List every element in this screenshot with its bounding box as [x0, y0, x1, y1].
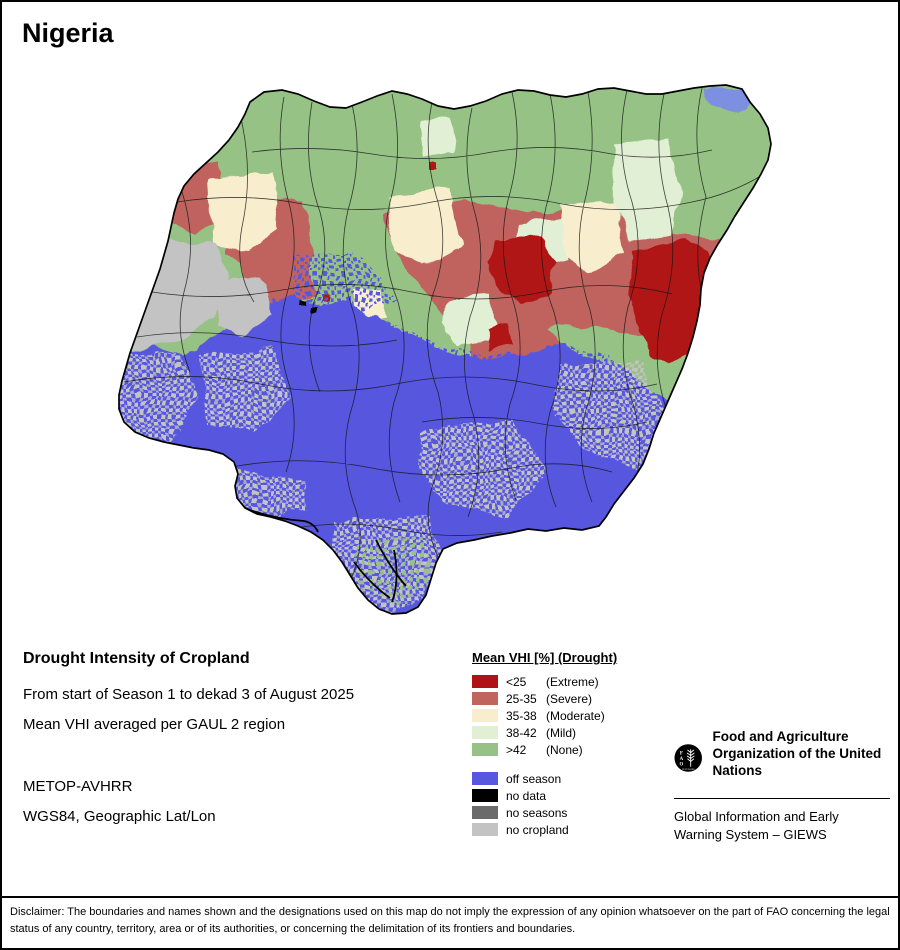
- coastline-creeks: [243, 507, 407, 603]
- admin-boundaries: [123, 87, 765, 578]
- organization-divider: [674, 798, 890, 799]
- svg-text:FIAT PANIS: FIAT PANIS: [682, 768, 695, 771]
- legend-swatch-moderate: [472, 709, 498, 722]
- legend-item-none: >42 (None): [472, 741, 662, 758]
- legend-item-no-seasons: no seasons: [472, 804, 662, 821]
- legend-swatch-no-cropland: [472, 823, 498, 836]
- map-period-line: From start of Season 1 to dekad 3 of Aug…: [23, 686, 355, 703]
- organization-block: F A O FIAT PANIS Food and Agriculture Or…: [674, 729, 890, 843]
- legend-item-extreme: <25 (Extreme): [472, 673, 662, 690]
- disclaimer-text: Disclaimer: The boundaries and names sho…: [2, 896, 898, 948]
- legend-item-off-season: off season: [472, 770, 662, 787]
- zone-delta-green-speckle: [354, 538, 434, 608]
- legend-swatch-off-season: [472, 772, 498, 785]
- fao-logo-icon: F A O FIAT PANIS: [674, 744, 702, 772]
- legend-item-no-data: no data: [472, 787, 662, 804]
- projection-label: WGS84, Geographic Lat/Lon: [23, 808, 216, 825]
- legend-group-gap: [472, 758, 662, 770]
- legend-item-moderate: 35-38 (Moderate): [472, 707, 662, 724]
- sensor-label: METOP-AVHRR: [23, 778, 133, 795]
- legend-swatch-no-seasons: [472, 806, 498, 819]
- svg-text:A: A: [680, 757, 684, 762]
- map-aggregation-line: Mean VHI averaged per GAUL 2 region: [23, 716, 286, 733]
- zone-no-data: [300, 300, 316, 313]
- page-title: Nigeria: [22, 18, 114, 48]
- legend-title: Mean VHI [%] (Drought): [472, 650, 618, 665]
- legend-item-mild: 38-42 (Mild): [472, 724, 662, 741]
- map-zones: [119, 85, 771, 614]
- lake-chad: [704, 86, 750, 114]
- legend-item-no-cropland: no cropland: [472, 821, 662, 838]
- legend-item-severe: 25-35 (Severe): [472, 690, 662, 707]
- legend-swatch-extreme: [472, 675, 498, 688]
- organization-name: Food and Agriculture Organization of the…: [712, 729, 882, 778]
- map-subject-heading: Drought Intensity of Cropland: [23, 650, 250, 667]
- legend-swatch-severe: [472, 692, 498, 705]
- legend-swatch-none: [472, 743, 498, 756]
- svg-text:O: O: [679, 762, 683, 767]
- legend: Mean VHI [%] (Drought) <25 (Extreme) 25-…: [472, 650, 662, 838]
- nigeria-drought-map: [118, 84, 772, 615]
- giews-label: Global Information and Early Warning Sys…: [674, 809, 839, 842]
- legend-swatch-mild: [472, 726, 498, 739]
- svg-text:F: F: [680, 752, 683, 757]
- legend-swatch-no-data: [472, 789, 498, 802]
